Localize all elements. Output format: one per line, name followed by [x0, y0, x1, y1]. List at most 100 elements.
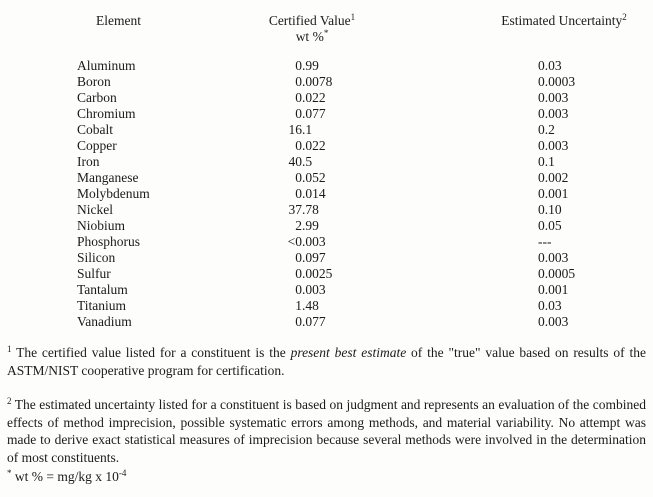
element-cell: Silicon — [77, 250, 116, 265]
table-row: Niobium 2.99 0.05 — [0, 218, 653, 234]
table-row: Silicon 0.097 0.003 — [0, 250, 653, 266]
uncertainty-cell: 0.003 — [538, 138, 569, 153]
certified-value-int: 0 — [295, 58, 302, 73]
certified-value-int: 1 — [295, 298, 302, 313]
certified-value-frac: .48 — [302, 298, 319, 313]
uncertainty-cell: 0.003 — [538, 250, 569, 265]
certified-value-frac: .0078 — [302, 74, 333, 89]
certified-value-frac: .78 — [302, 202, 319, 217]
footnote-ref-2: 2 — [622, 12, 627, 22]
element-cell: Boron — [77, 74, 111, 89]
uncertainty-cell: 0.0003 — [538, 74, 576, 89]
table-header: Element Certified Value1 wt %* Estimated… — [0, 0, 653, 47]
table-row: Chromium 0.077 0.003 — [0, 106, 653, 122]
uncertainty-cell: 0.2 — [538, 122, 555, 137]
footnote-2-text: The estimated uncertainty listed for a c… — [7, 397, 646, 465]
uncertainty-cell: --- — [538, 234, 552, 249]
footnote-star-marker: * — [7, 468, 12, 478]
table-row: Copper 0.022 0.003 — [0, 138, 653, 154]
certified-value-unit: wt % — [295, 29, 324, 44]
certified-value-frac: .003 — [302, 234, 326, 249]
table-row: Molybdenum 0.014 0.001 — [0, 186, 653, 202]
table-row: Aluminum 0.99 0.03 — [0, 58, 653, 74]
footnote-1-text-pre: The certified value listed for a constit… — [11, 345, 291, 360]
table-row: Vanadium 0.077 0.003 — [0, 314, 653, 330]
certified-value-int: 0 — [295, 90, 302, 105]
certified-value-frac: .5 — [302, 154, 313, 169]
element-cell: Molybdenum — [77, 186, 150, 201]
table-row: Manganese 0.052 0.002 — [0, 170, 653, 186]
element-cell: Phosphorus — [77, 234, 141, 249]
certified-value-frac: .003 — [302, 282, 326, 297]
footnote-ref-star: * — [323, 28, 329, 38]
certified-value-int: 0 — [295, 74, 302, 89]
footnote-1-italic-phrase: present best estimate — [290, 345, 407, 360]
element-cell: Titanium — [77, 298, 127, 313]
table-row: Tantalum 0.003 0.001 — [0, 282, 653, 298]
uncertainty-cell: 0.1 — [538, 154, 555, 169]
footnote-1: 1 The certified value listed for a const… — [7, 344, 646, 379]
uncertainty-cell: 0.001 — [538, 282, 569, 297]
certified-value-int: 0 — [295, 106, 302, 121]
certified-value-label: Certified Value — [268, 13, 351, 28]
table-row: Boron 0.0078 0.0003 — [0, 74, 653, 90]
footnote-star-text: wt % = mg/kg x 10 — [11, 469, 119, 484]
certified-value-frac: .022 — [302, 90, 326, 105]
certified-value-int: 40 — [288, 154, 303, 169]
element-cell: Iron — [77, 154, 100, 169]
certified-value-frac: .99 — [302, 58, 319, 73]
table-row: Cobalt 16.1 0.2 — [0, 122, 653, 138]
table-row: Sulfur 0.0025 0.0005 — [0, 266, 653, 282]
certified-value-frac: .0025 — [302, 266, 333, 281]
uncertainty-cell: 0.003 — [538, 106, 569, 121]
element-cell: Chromium — [77, 106, 136, 121]
certified-value-frac: .022 — [302, 138, 326, 153]
element-cell: Vanadium — [77, 314, 132, 329]
footnote-star: * wt % = mg/kg x 10-4 — [7, 468, 646, 486]
certified-value-int: 0 — [295, 250, 302, 265]
uncertainty-cell: 0.003 — [538, 90, 569, 105]
certified-value-int: 37 — [288, 202, 303, 217]
certified-value-int: 0 — [295, 314, 302, 329]
uncertainty-cell: 0.0005 — [538, 266, 576, 281]
certified-value-int: 0 — [295, 282, 302, 297]
element-cell: Cobalt — [77, 122, 113, 137]
column-header-element: Element — [96, 13, 141, 28]
uncertainty-cell: 0.001 — [538, 186, 569, 201]
certified-value-int: 0 — [295, 266, 302, 281]
element-cell: Carbon — [77, 90, 117, 105]
footnote-star-exponent: -4 — [118, 468, 127, 478]
uncertainty-cell: 0.03 — [538, 58, 562, 73]
table-row: Titanium 1.48 0.03 — [0, 298, 653, 314]
footnote-1-text-post: of the "true" value based on results of … — [7, 345, 646, 378]
element-cell: Copper — [77, 138, 117, 153]
certified-value-int: 16 — [288, 122, 303, 137]
certified-value-frac: .1 — [302, 122, 313, 137]
footnote-ref-1: 1 — [350, 12, 356, 22]
table-row: Carbon 0.022 0.003 — [0, 90, 653, 106]
table-row: Iron 40.5 0.1 — [0, 154, 653, 170]
certified-value-frac: .077 — [302, 106, 326, 121]
estimated-uncertainty-label: Estimated Uncertainty — [501, 13, 623, 28]
uncertainty-cell: 0.002 — [538, 170, 569, 185]
footnote-2: 2 The estimated uncertainty listed for a… — [7, 396, 646, 466]
element-cell: Manganese — [77, 170, 139, 185]
element-cell: Tantalum — [77, 282, 128, 297]
element-cell: Aluminum — [77, 58, 136, 73]
certified-value-frac: .99 — [302, 218, 319, 233]
certified-value-int: 2 — [295, 218, 302, 233]
element-cell: Nickel — [77, 202, 113, 217]
uncertainty-cell: 0.003 — [538, 314, 569, 329]
certified-value-frac: .077 — [302, 314, 326, 329]
column-header-estimated-uncertainty: Estimated Uncertainty2 — [478, 13, 650, 29]
uncertainty-cell: 0.05 — [538, 218, 562, 233]
uncertainty-cell: 0.10 — [538, 202, 562, 217]
certified-value-int: 0 — [295, 138, 302, 153]
column-header-certified-value: Certified Value1 wt %* — [238, 13, 386, 45]
table-row: Phosphorus <0.003 --- — [0, 234, 653, 250]
footnote-1-marker: 1 — [7, 344, 12, 354]
element-cell: Sulfur — [77, 266, 111, 281]
element-cell: Niobium — [77, 218, 126, 233]
certified-value-int: 0 — [295, 186, 302, 201]
